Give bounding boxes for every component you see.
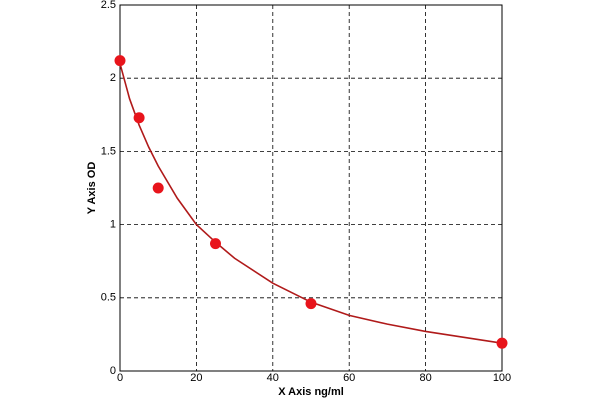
data-point bbox=[496, 337, 508, 349]
y-tick-label: 1 bbox=[110, 219, 116, 231]
data-point bbox=[114, 55, 126, 67]
data-point bbox=[305, 298, 317, 310]
data-point bbox=[210, 238, 221, 250]
x-tick-label: 40 bbox=[267, 372, 279, 384]
plot-area bbox=[120, 5, 502, 371]
y-tick-label: 0.5 bbox=[101, 292, 116, 304]
y-tick-label: 2.5 bbox=[101, 0, 116, 11]
fit-curve bbox=[119, 63, 503, 344]
data-point bbox=[152, 182, 164, 194]
data-point bbox=[133, 112, 145, 124]
x-axis-label: X Axis ng/ml bbox=[278, 386, 344, 398]
x-tick-label: 20 bbox=[190, 372, 202, 384]
y-tick-label: 0 bbox=[110, 365, 116, 377]
x-tick-label: 100 bbox=[493, 372, 511, 384]
y-axis-label: Y Axis OD bbox=[86, 162, 98, 215]
y-tick-label: 1.5 bbox=[101, 145, 116, 157]
y-tick-label: 2 bbox=[110, 72, 116, 84]
x-tick-label: 0 bbox=[117, 372, 123, 384]
x-tick-label: 80 bbox=[419, 372, 431, 384]
plot-frame bbox=[119, 4, 503, 372]
x-tick-label: 60 bbox=[343, 372, 355, 384]
